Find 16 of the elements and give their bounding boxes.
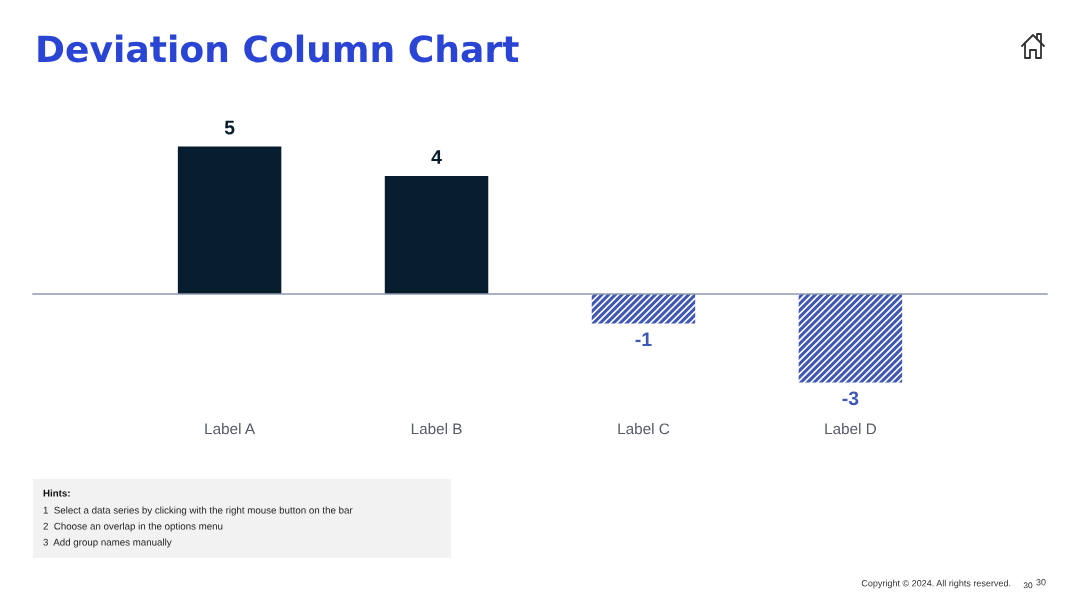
data-label: -1 [635, 332, 652, 346]
text: Copyright © 2024. All rights reserved. [861, 579, 1011, 589]
x-tick-label: Label C [618, 423, 670, 435]
text: 30 [1036, 579, 1046, 586]
x-tick-label: Label A [205, 423, 256, 435]
data-label: 4 [431, 150, 442, 164]
text: 3 Add group names manually [43, 538, 172, 548]
x-tick-label: Label D [825, 423, 877, 435]
text: Hints: [43, 489, 70, 497]
text: 30 [1023, 582, 1033, 589]
data-label: -3 [842, 391, 859, 406]
data-label: 5 [224, 120, 235, 135]
x-tick-label: Label B [411, 423, 462, 435]
text: 2 Choose an overlap in the options menu [43, 522, 223, 532]
chart-title: Deviation Column Chart [38, 34, 519, 63]
text: 1 Select a data series by clicking with the right mouse button on the bar [43, 506, 353, 516]
